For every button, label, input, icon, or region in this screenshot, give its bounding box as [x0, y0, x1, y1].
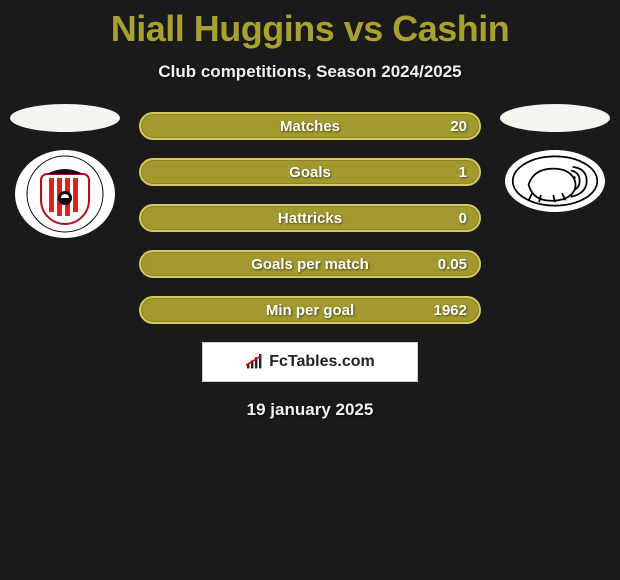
- stat-label: Goals per match: [251, 256, 369, 273]
- stat-bar-goals: Goals 1: [139, 158, 481, 186]
- stats-bars: Matches 20 Goals 1 Hattricks 0 Goals per…: [139, 112, 481, 324]
- stat-label: Hattricks: [278, 210, 342, 227]
- right-player-photo-placeholder: [500, 104, 610, 132]
- subtitle: Club competitions, Season 2024/2025: [0, 62, 620, 82]
- stat-label: Goals: [289, 164, 331, 181]
- stat-right-value: 20: [450, 118, 467, 135]
- sunderland-crest-icon: [25, 154, 105, 234]
- right-club-badge: [505, 150, 605, 212]
- stat-right-value: 0.05: [438, 256, 467, 273]
- snapshot-date: 19 january 2025: [0, 400, 620, 420]
- left-player-photo-placeholder: [10, 104, 120, 132]
- stat-right-value: 1: [459, 164, 467, 181]
- stat-bar-min-per-goal: Min per goal 1962: [139, 296, 481, 324]
- stat-bar-hattricks: Hattricks 0: [139, 204, 481, 232]
- derby-ram-icon: [511, 154, 599, 208]
- left-club-badge: [15, 150, 115, 238]
- stat-bar-goals-per-match: Goals per match 0.05: [139, 250, 481, 278]
- stat-label: Matches: [280, 118, 340, 135]
- stat-right-value: 1962: [434, 302, 467, 319]
- right-player-column: [495, 104, 615, 212]
- stat-label: Min per goal: [266, 302, 354, 319]
- site-attribution[interactable]: FcTables.com: [202, 342, 418, 382]
- stat-bar-matches: Matches 20: [139, 112, 481, 140]
- site-name: FcTables.com: [269, 353, 375, 371]
- page-title: Niall Huggins vs Cashin: [0, 0, 620, 50]
- stat-right-value: 0: [459, 210, 467, 227]
- comparison-container: Matches 20 Goals 1 Hattricks 0 Goals per…: [0, 112, 620, 420]
- bar-chart-icon: [245, 354, 265, 370]
- left-player-column: [5, 104, 125, 238]
